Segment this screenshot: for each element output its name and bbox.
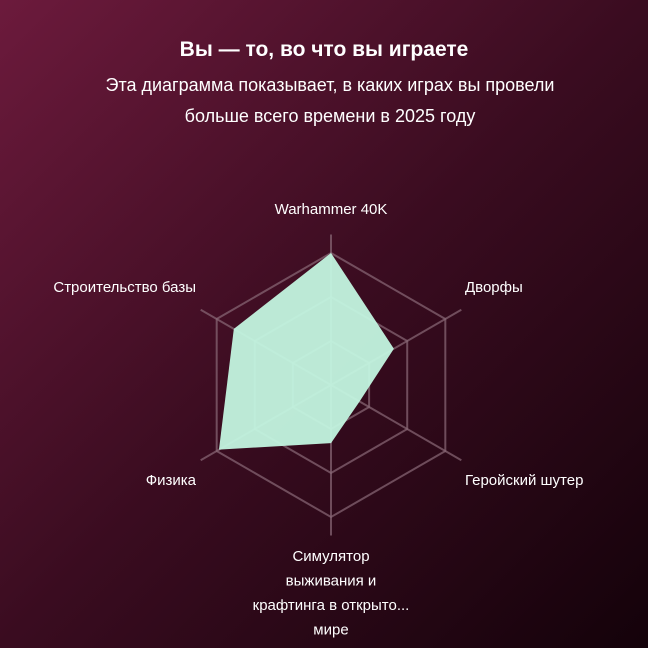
axis-label-line: Геройский шутер — [465, 472, 583, 489]
axis-label-line: Симулятор — [292, 548, 369, 565]
chart-title: Вы — то, во что вы играете — [179, 38, 469, 61]
axis-label: Warhammer 40K — [275, 201, 388, 218]
data-area — [218, 253, 394, 450]
axis-label-line: крафтинга в открыто... — [253, 597, 410, 614]
axis-label: Строительство базы — [53, 279, 196, 296]
axis-label: Физика — [146, 472, 197, 489]
axis-label-line: мире — [313, 622, 348, 639]
axis-label: Геройский шутер — [465, 472, 583, 489]
axis-label-line: Физика — [146, 472, 197, 489]
axis-label-line: выживания и — [286, 573, 377, 590]
axis-label: Симулятор выживания и крафтинга в открыто.… — [253, 548, 410, 639]
chart-subtitle: Эта диаграмма показывает, в каких играх … — [105, 75, 555, 126]
axis-label-line: Дворфы — [465, 279, 523, 296]
axis-label-line: Строительство базы — [53, 279, 196, 296]
axis-label: Дворфы — [465, 279, 523, 296]
axis-label-line: Warhammer 40K — [275, 201, 388, 218]
